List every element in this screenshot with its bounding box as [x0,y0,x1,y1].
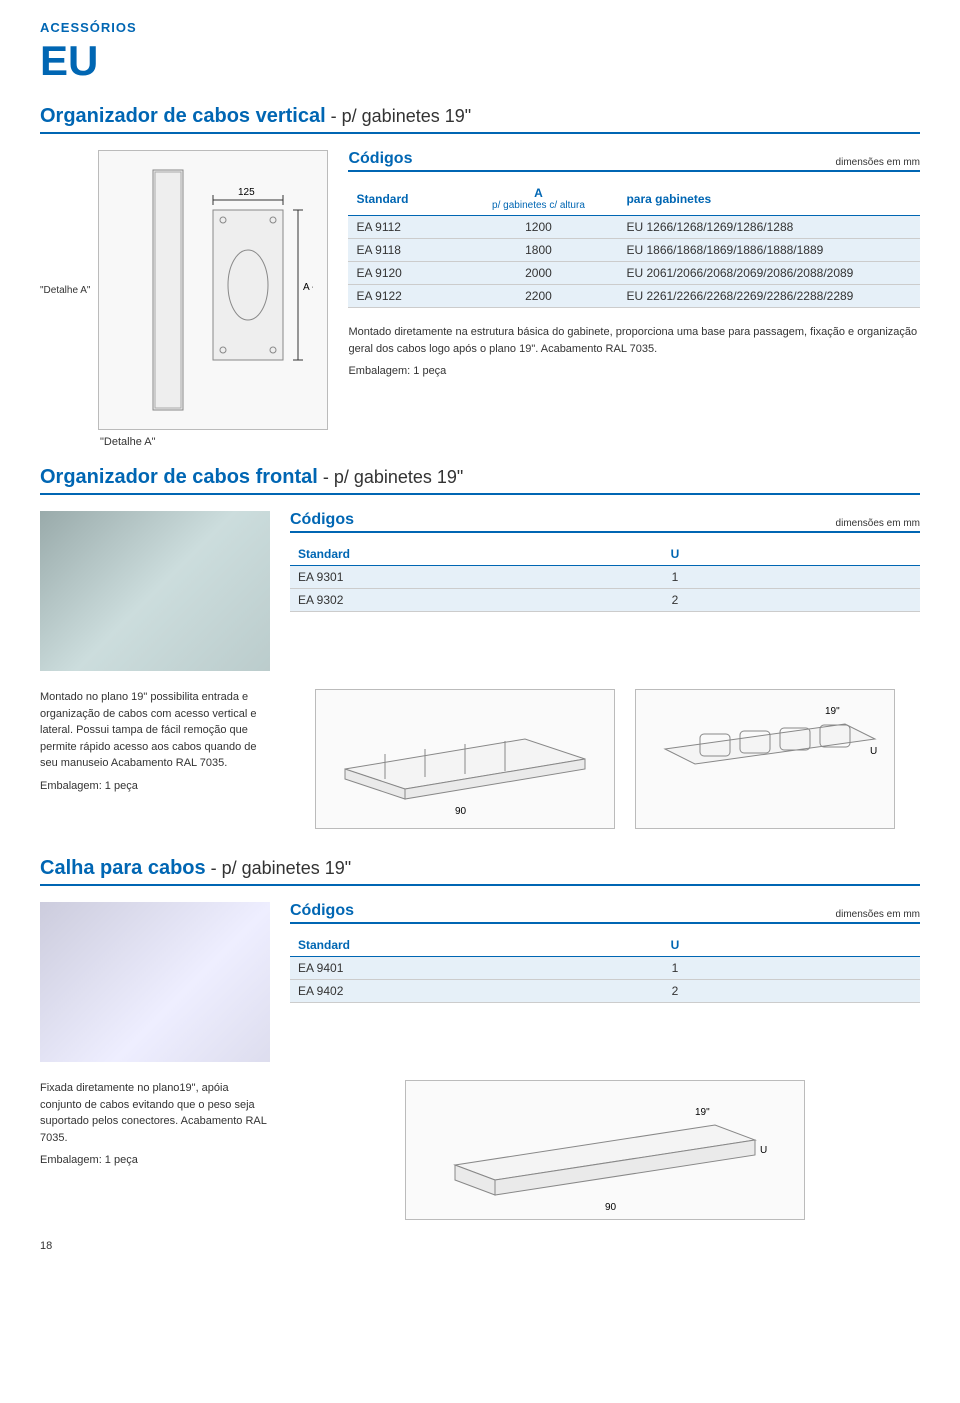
section2-title: Organizador de cabos frontal - p/ gabine… [40,466,920,489]
cell-std: EA 9301 [290,566,430,589]
svg-text:U: U [760,1145,767,1156]
cell-std: EA 9120 [348,262,458,285]
section2-desc: Montado no plano 19" possibilita entrada… [40,691,256,769]
cell-a: 1800 [458,239,618,262]
col-gab: para gabinetes [618,182,920,216]
section1-desc: Montado diretamente na estrutura básica … [348,324,920,357]
cell-gab: EU 1866/1868/1869/1886/1888/1889 [618,239,920,262]
category-label: ACESSÓRIOS [40,20,920,35]
col-standard: Standard [290,543,430,566]
section1-title-blue: Organizador de cabos vertical [40,105,326,127]
table-row: EA 9122 2200 EU 2261/2266/2268/2269/2286… [348,285,920,308]
cell-a: 1200 [458,216,618,239]
section3-title-black: - p/ gabinetes 19" [206,858,352,878]
section2-dim: dimensões em mm [836,518,920,529]
col-u: U [430,543,920,566]
section1-codigos: Códigos [348,150,412,168]
section3-title: Calha para cabos - p/ gabinetes 19" [40,857,920,880]
col-standard: Standard [290,934,430,957]
cell-std: EA 9118 [348,239,458,262]
series-label: EU [40,37,920,85]
table-row: EA 9301 1 [290,566,920,589]
diagram-svg: 125 A - 90 [113,160,313,420]
section1-dim: dimensões em mm [836,157,920,168]
section2-desc-block: Montado no plano 19" possibilita entrada… [40,689,270,794]
col-standard: Standard [348,182,458,216]
table-row: EA 9401 1 [290,957,920,980]
section3-codigos-rule [290,922,920,924]
table-row: EA 9112 1200 EU 1266/1268/1269/1286/1288 [348,216,920,239]
table-row: EA 9402 2 [290,980,920,1003]
cell-u: 1 [430,566,920,589]
section2-sketches: 90 19" U [290,689,920,829]
section2-title-black: - p/ gabinetes 19" [318,467,464,487]
cell-std: EA 9302 [290,589,430,612]
section1-rule [40,132,920,134]
col-a: A p/ gabinetes c/ altura [458,182,618,216]
col-a-top: A [466,186,610,200]
svg-text:19": 19" [825,706,840,717]
section3-title-blue: Calha para cabos [40,857,206,879]
section2-rule [40,493,920,495]
col-a-sub: p/ gabinetes c/ altura [466,200,610,211]
section3-dim: dimensões em mm [836,909,920,920]
cell-u: 2 [430,980,920,1003]
section1-emb: Embalagem: 1 peça [348,363,920,380]
svg-text:90: 90 [455,806,467,817]
section2-photo [40,511,270,671]
section3-table: Standard U EA 9401 1 EA 9402 2 [290,934,920,1003]
section1-title-black: - p/ gabinetes 19" [326,106,472,126]
section1-title: Organizador de cabos vertical - p/ gabin… [40,105,920,128]
cell-a: 2200 [458,285,618,308]
frontal-organizer-sketch-1: 90 [315,689,615,829]
dim-a90: A - 90 [303,282,313,293]
cell-gab: EU 1266/1268/1269/1286/1288 [618,216,920,239]
section3-desc: Fixada diretamente no plano19", apóia co… [40,1082,266,1144]
cell-u: 2 [430,589,920,612]
section2-table: Standard U EA 9301 1 EA 9302 2 [290,543,920,612]
col-u: U [430,934,920,957]
page-number: 18 [40,1240,920,1252]
cell-std: EA 9402 [290,980,430,1003]
table-row: EA 9118 1800 EU 1866/1868/1869/1886/1888… [348,239,920,262]
section1-desc-text: Montado diretamente na estrutura básica … [348,326,917,355]
section2-codigos: Códigos [290,511,354,529]
svg-text:90: 90 [605,1202,617,1213]
vertical-organizer-diagram: 125 A - 90 [98,150,328,430]
section1-table: Standard A p/ gabinetes c/ altura para g… [348,182,920,308]
section1-detalhe-caption: "Detalhe A" [100,436,920,448]
section3-codigos: Códigos [290,902,354,920]
section2-emb: Embalagem: 1 peça [40,778,270,795]
section2-codigos-rule [290,531,920,533]
table-row: EA 9302 2 [290,589,920,612]
cell-gab: EU 2261/2266/2268/2269/2286/2288/2289 [618,285,920,308]
section1-codigos-rule [348,170,920,172]
detalhe-a-left: "Detalhe A" [40,285,90,296]
cell-std: EA 9122 [348,285,458,308]
svg-text:U: U [870,746,877,757]
cell-gab: EU 2061/2066/2068/2069/2086/2088/2089 [618,262,920,285]
frontal-organizer-sketch-2: 19" U [635,689,895,829]
dim-125: 125 [238,187,255,198]
section3-rule [40,884,920,886]
section1-diagram-wrap: "Detalhe A" 125 [40,150,328,430]
section3-photo [40,902,270,1062]
cell-a: 2000 [458,262,618,285]
cell-std: EA 9112 [348,216,458,239]
section3-desc-block: Fixada diretamente no plano19", apóia co… [40,1080,270,1169]
section2-title-blue: Organizador de cabos frontal [40,466,318,488]
svg-text:19": 19" [695,1107,710,1118]
calha-sketch: 19" U 90 [405,1080,805,1220]
section3-sketches: 19" U 90 [290,1080,920,1220]
cell-u: 1 [430,957,920,980]
table-row: EA 9120 2000 EU 2061/2066/2068/2069/2086… [348,262,920,285]
cell-std: EA 9401 [290,957,430,980]
section3-emb: Embalagem: 1 peça [40,1152,270,1169]
